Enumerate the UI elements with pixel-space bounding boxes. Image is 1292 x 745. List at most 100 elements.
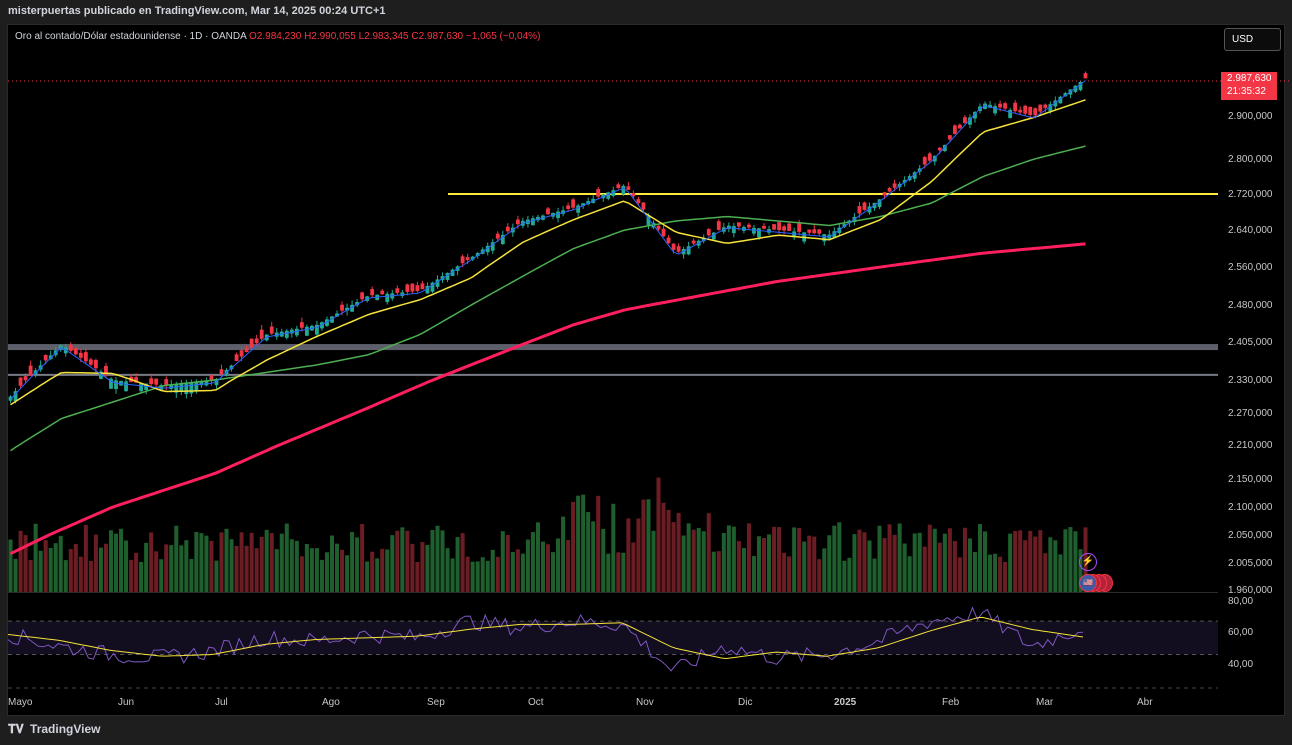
volume-bar: [827, 535, 832, 592]
volume-bar: [661, 502, 666, 592]
candle-body: [139, 383, 144, 392]
candle-body: [676, 246, 681, 252]
volume-bar: [576, 495, 581, 592]
volume-bar: [646, 499, 651, 592]
pane-divider[interactable]: [8, 592, 1218, 593]
candle-body: [475, 253, 480, 257]
volume-bar: [837, 522, 842, 592]
price-tick-label: 2.720,000: [1228, 189, 1273, 200]
volume-bar: [636, 518, 641, 592]
volume-bar: [375, 558, 380, 592]
volume-bar: [601, 528, 606, 592]
candle-body: [174, 384, 179, 393]
rsi-band: [8, 621, 1218, 655]
rsi-ma-line: [7, 616, 1084, 660]
volume-bar: [314, 548, 319, 592]
volume-bar: [611, 503, 616, 592]
candle-body: [1073, 85, 1078, 92]
volume-bar: [721, 532, 726, 592]
volume-bar: [88, 561, 93, 592]
candle-body: [807, 229, 812, 233]
volume-bar: [872, 558, 877, 592]
candle-body: [325, 319, 329, 326]
volume-bar: [390, 535, 395, 592]
symbol-legend: Oro al contado/Dólar estadounidense · 1D…: [15, 31, 540, 42]
candle-body: [973, 111, 977, 119]
volume-bar: [209, 540, 214, 592]
currency-button[interactable]: USD: [1224, 28, 1281, 51]
volume-bar: [571, 501, 576, 592]
candle-body: [495, 233, 500, 239]
volume-bar: [259, 536, 264, 592]
volume-bar: [1073, 531, 1078, 592]
volume-bar: [535, 522, 540, 592]
alert-lightning-icon[interactable]: ⚡: [1079, 553, 1097, 571]
volume-bar: [154, 551, 159, 592]
volume-bar: [676, 512, 681, 592]
tradingview-brand[interactable]: 𝐓𝐕 TradingView: [8, 722, 101, 737]
candle-body: [817, 229, 822, 234]
volume-bar: [430, 530, 435, 592]
candle-body: [425, 285, 430, 294]
volume-bar: [746, 523, 751, 592]
rsi-tick-label: 60,00: [1228, 627, 1254, 638]
volume-bar: [917, 532, 922, 592]
candle-body: [726, 225, 731, 230]
candle-body: [937, 147, 942, 151]
volume-bar: [189, 558, 194, 592]
volume-bar: [998, 556, 1003, 592]
volume-bar: [18, 530, 23, 592]
price-tick-label: 1.960,000: [1228, 585, 1273, 596]
volume-bar: [304, 544, 309, 592]
ema-fast-line: [10, 80, 1086, 400]
candle-body: [415, 285, 420, 291]
us-flag-icon[interactable]: 🇺🇸: [1079, 574, 1097, 592]
price-tick-label: 2.480,000: [1228, 300, 1273, 311]
rsi-tick-label: 80,00: [1228, 596, 1254, 607]
volume-bar: [696, 527, 701, 592]
volume-bar: [988, 554, 993, 592]
volume-bar: [1008, 533, 1013, 592]
volume-bar: [385, 549, 390, 592]
volume-bar: [445, 548, 450, 592]
candle-body: [48, 355, 53, 360]
volume-bar: [957, 557, 962, 592]
price-tick-label: 2.150,000: [1228, 474, 1273, 485]
volume-bar: [400, 527, 405, 592]
high-value: H2.990,055: [304, 31, 356, 42]
price-tick-label: 2.900,000: [1228, 111, 1273, 122]
volume-bar: [284, 523, 289, 592]
publish-info: misterpuertas publicado en TradingView.c…: [8, 5, 386, 17]
volume-bar: [1013, 531, 1018, 592]
volume-bar: [947, 528, 952, 592]
candle-body: [983, 103, 987, 110]
candle-body: [194, 382, 199, 392]
volume-bar: [882, 538, 887, 592]
candle-body: [942, 144, 947, 152]
volume-bar: [194, 531, 199, 592]
volume-bar: [942, 533, 947, 592]
volume-bar: [53, 543, 58, 592]
volume-bar: [149, 532, 154, 592]
volume-bar: [656, 477, 661, 592]
candle-body: [500, 234, 505, 244]
candle-body: [787, 223, 792, 231]
candle-body: [169, 384, 174, 389]
volume-bar: [335, 543, 340, 592]
time-tick-label: Sep: [427, 697, 445, 708]
candle-body: [571, 199, 576, 208]
volume-bar: [1038, 530, 1043, 592]
volume-bar: [299, 556, 304, 592]
volume-bar: [741, 547, 746, 592]
volume-bar: [309, 548, 314, 592]
volume-bar: [767, 534, 772, 592]
candle-body: [189, 382, 194, 394]
candle-body: [656, 225, 661, 230]
candle-body: [912, 172, 917, 179]
volume-bar: [139, 561, 144, 592]
candle-body: [1003, 103, 1008, 109]
time-tick-label: Jul: [215, 697, 228, 708]
volume-bar: [711, 551, 716, 592]
price-tick-label: 2.050,000: [1228, 530, 1273, 541]
